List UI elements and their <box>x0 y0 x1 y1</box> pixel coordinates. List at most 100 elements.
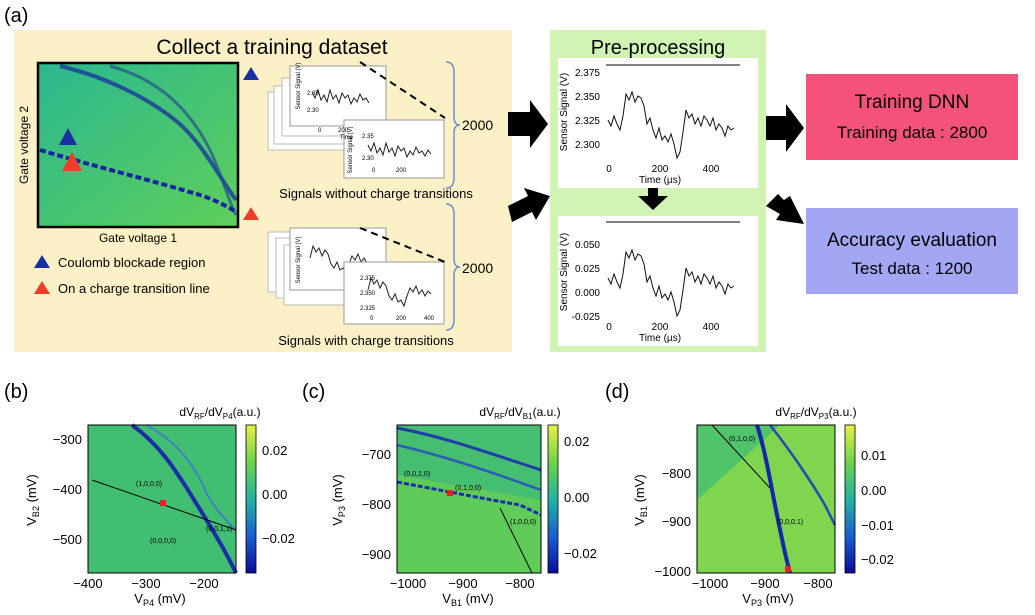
svg-text:−900: −900 <box>362 547 391 562</box>
plot-b: (1,0,0,0) (0,0,1,1) (0,0,0,0) <box>87 423 257 574</box>
legend-blue-icon <box>34 255 50 268</box>
svg-text:400: 400 <box>703 322 720 333</box>
svg-text:0.00: 0.00 <box>262 487 287 502</box>
svg-text:(0,1,0,0): (0,1,0,0) <box>729 436 755 443</box>
svg-text:−0.02: −0.02 <box>564 546 597 561</box>
svg-text:(1,0,0,0): (1,0,0,0) <box>136 481 162 488</box>
brace-without <box>445 61 461 189</box>
legend-red-icon <box>34 281 50 294</box>
svg-text:200: 200 <box>652 322 669 333</box>
panel-label-a: (a) <box>4 5 28 27</box>
plot-c-ylabel: VP3 (mV) <box>330 474 347 525</box>
svg-text:0: 0 <box>318 128 322 134</box>
svg-text:200: 200 <box>652 164 669 175</box>
svg-text:0.000: 0.000 <box>575 288 600 299</box>
svg-text:Time: Time <box>340 135 354 141</box>
svg-text:400: 400 <box>703 164 720 175</box>
svg-text:2.350: 2.350 <box>575 92 600 103</box>
svg-text:400: 400 <box>424 316 435 322</box>
brace-with <box>445 203 461 331</box>
accuracy-count: Test data : 1200 <box>852 259 973 278</box>
arrow-up-right-icon <box>508 188 550 222</box>
legend-blue-label: Coulomb blockade region <box>58 255 205 270</box>
svg-text:0.025: 0.025 <box>575 264 600 275</box>
caption-with: Signals with charge transitions <box>278 333 454 348</box>
signal-stack-with: Sensor Signal (V) 2.375 2.350 2.325 0 20… <box>267 227 445 325</box>
collect-title: Collect a training dataset <box>156 36 387 59</box>
svg-text:(0,0,0,1): (0,0,0,1) <box>777 519 803 526</box>
legend-red-label: On a charge transition line <box>58 281 210 296</box>
svg-text:−400: −400 <box>73 576 102 591</box>
accuracy-box <box>806 208 1018 294</box>
svg-text:−0.01: −0.01 <box>861 518 894 533</box>
svg-text:−500: −500 <box>53 532 82 547</box>
svg-text:2.350: 2.350 <box>360 291 376 297</box>
panel-label-b: (b) <box>4 381 28 403</box>
svg-text:200: 200 <box>396 168 407 174</box>
svg-text:(0,1,0,0): (0,1,0,0) <box>455 485 481 492</box>
svg-text:0: 0 <box>606 164 612 175</box>
blue-triangle-icon <box>243 67 259 80</box>
panel-label-c: (c) <box>302 381 325 403</box>
svg-text:−1000: −1000 <box>692 576 729 591</box>
svg-text:−300: −300 <box>53 432 82 447</box>
svg-text:−300: −300 <box>131 576 160 591</box>
svg-text:−0.02: −0.02 <box>262 531 295 546</box>
red-marker-icon <box>62 152 82 171</box>
svg-text:2.35: 2.35 <box>307 91 319 97</box>
preprocess-title: Pre-processing <box>591 37 726 59</box>
count-with: 2000 <box>462 260 493 276</box>
svg-text:−200: −200 <box>189 576 218 591</box>
svg-text:Time (µs): Time (µs) <box>639 175 681 186</box>
svg-text:-0.025: -0.025 <box>572 312 601 323</box>
processed-signal-plot: 0.050 0.025 0.000 -0.025 0 200 400 Time … <box>559 221 740 344</box>
red-triangle-icon <box>243 207 259 220</box>
svg-text:−900: −900 <box>662 514 691 529</box>
training-box <box>806 74 1018 160</box>
svg-text:−1000: −1000 <box>390 576 427 591</box>
svg-text:(0,0,0,0): (0,0,0,0) <box>150 538 176 545</box>
accuracy-title: Accuracy evaluation <box>827 230 997 251</box>
plot-d-ylabel: VB1 (mV) <box>632 474 649 525</box>
svg-text:−900: −900 <box>750 576 779 591</box>
arrow-down-icon <box>638 188 668 210</box>
plot-d-cbar-title: dVRF/dVP3(a.u.) <box>775 405 856 421</box>
svg-text:Sensor Signal (V): Sensor Signal (V) <box>559 233 570 311</box>
arrow-right-icon <box>508 100 548 148</box>
training-title: Training DNN <box>855 92 969 113</box>
svg-text:2.325: 2.325 <box>575 116 600 127</box>
svg-text:2.300: 2.300 <box>575 140 600 151</box>
arrow-right-icon <box>766 104 804 152</box>
svg-text:2.35: 2.35 <box>362 134 374 140</box>
svg-text:Sensor Signal (V): Sensor Signal (V) <box>296 236 302 283</box>
svg-text:−800: −800 <box>505 576 534 591</box>
plot-d: (0,1,0,0) (0,0,0,1) <box>696 424 856 574</box>
svg-text:−400: −400 <box>53 482 82 497</box>
svg-text:0: 0 <box>606 322 612 333</box>
arrow-down-right-icon <box>766 194 804 224</box>
svg-text:−0.02: −0.02 <box>861 552 894 567</box>
map-xlabel: Gate voltage 1 <box>99 231 177 245</box>
svg-text:Sensor Signal (V): Sensor Signal (V) <box>559 73 570 151</box>
caption-without: Signals without charge transitions <box>279 186 473 201</box>
svg-text:0.02: 0.02 <box>262 443 287 458</box>
signal-stack-without: Sensor Signal (V) 2.35 2.30 0 200 Time S… <box>267 62 445 179</box>
map-ylabel: Gate voltage 2 <box>17 106 31 184</box>
svg-text:0.00: 0.00 <box>861 483 886 498</box>
plot-c-cbar-title: dVRF/dVB1(a.u.) <box>479 405 560 421</box>
plot-c-xlabel: VB1 (mV) <box>442 591 493 608</box>
svg-text:0.02: 0.02 <box>564 434 589 449</box>
stability-map <box>36 61 240 229</box>
svg-text:−1000: −1000 <box>654 564 691 579</box>
svg-text:0.00: 0.00 <box>564 490 589 505</box>
plot-b-cbar-title: dVRF/dVP4(a.u.) <box>179 405 260 421</box>
svg-text:(0,0,1,1): (0,0,1,1) <box>206 526 232 533</box>
svg-text:2.30: 2.30 <box>362 156 374 162</box>
svg-text:0.01: 0.01 <box>861 448 886 463</box>
svg-text:−800: −800 <box>362 497 391 512</box>
svg-text:0: 0 <box>372 168 376 174</box>
plot-d-xlabel: VP3 (mV) <box>742 591 793 608</box>
svg-text:Time (µs): Time (µs) <box>639 333 681 344</box>
svg-text:200: 200 <box>338 128 349 134</box>
